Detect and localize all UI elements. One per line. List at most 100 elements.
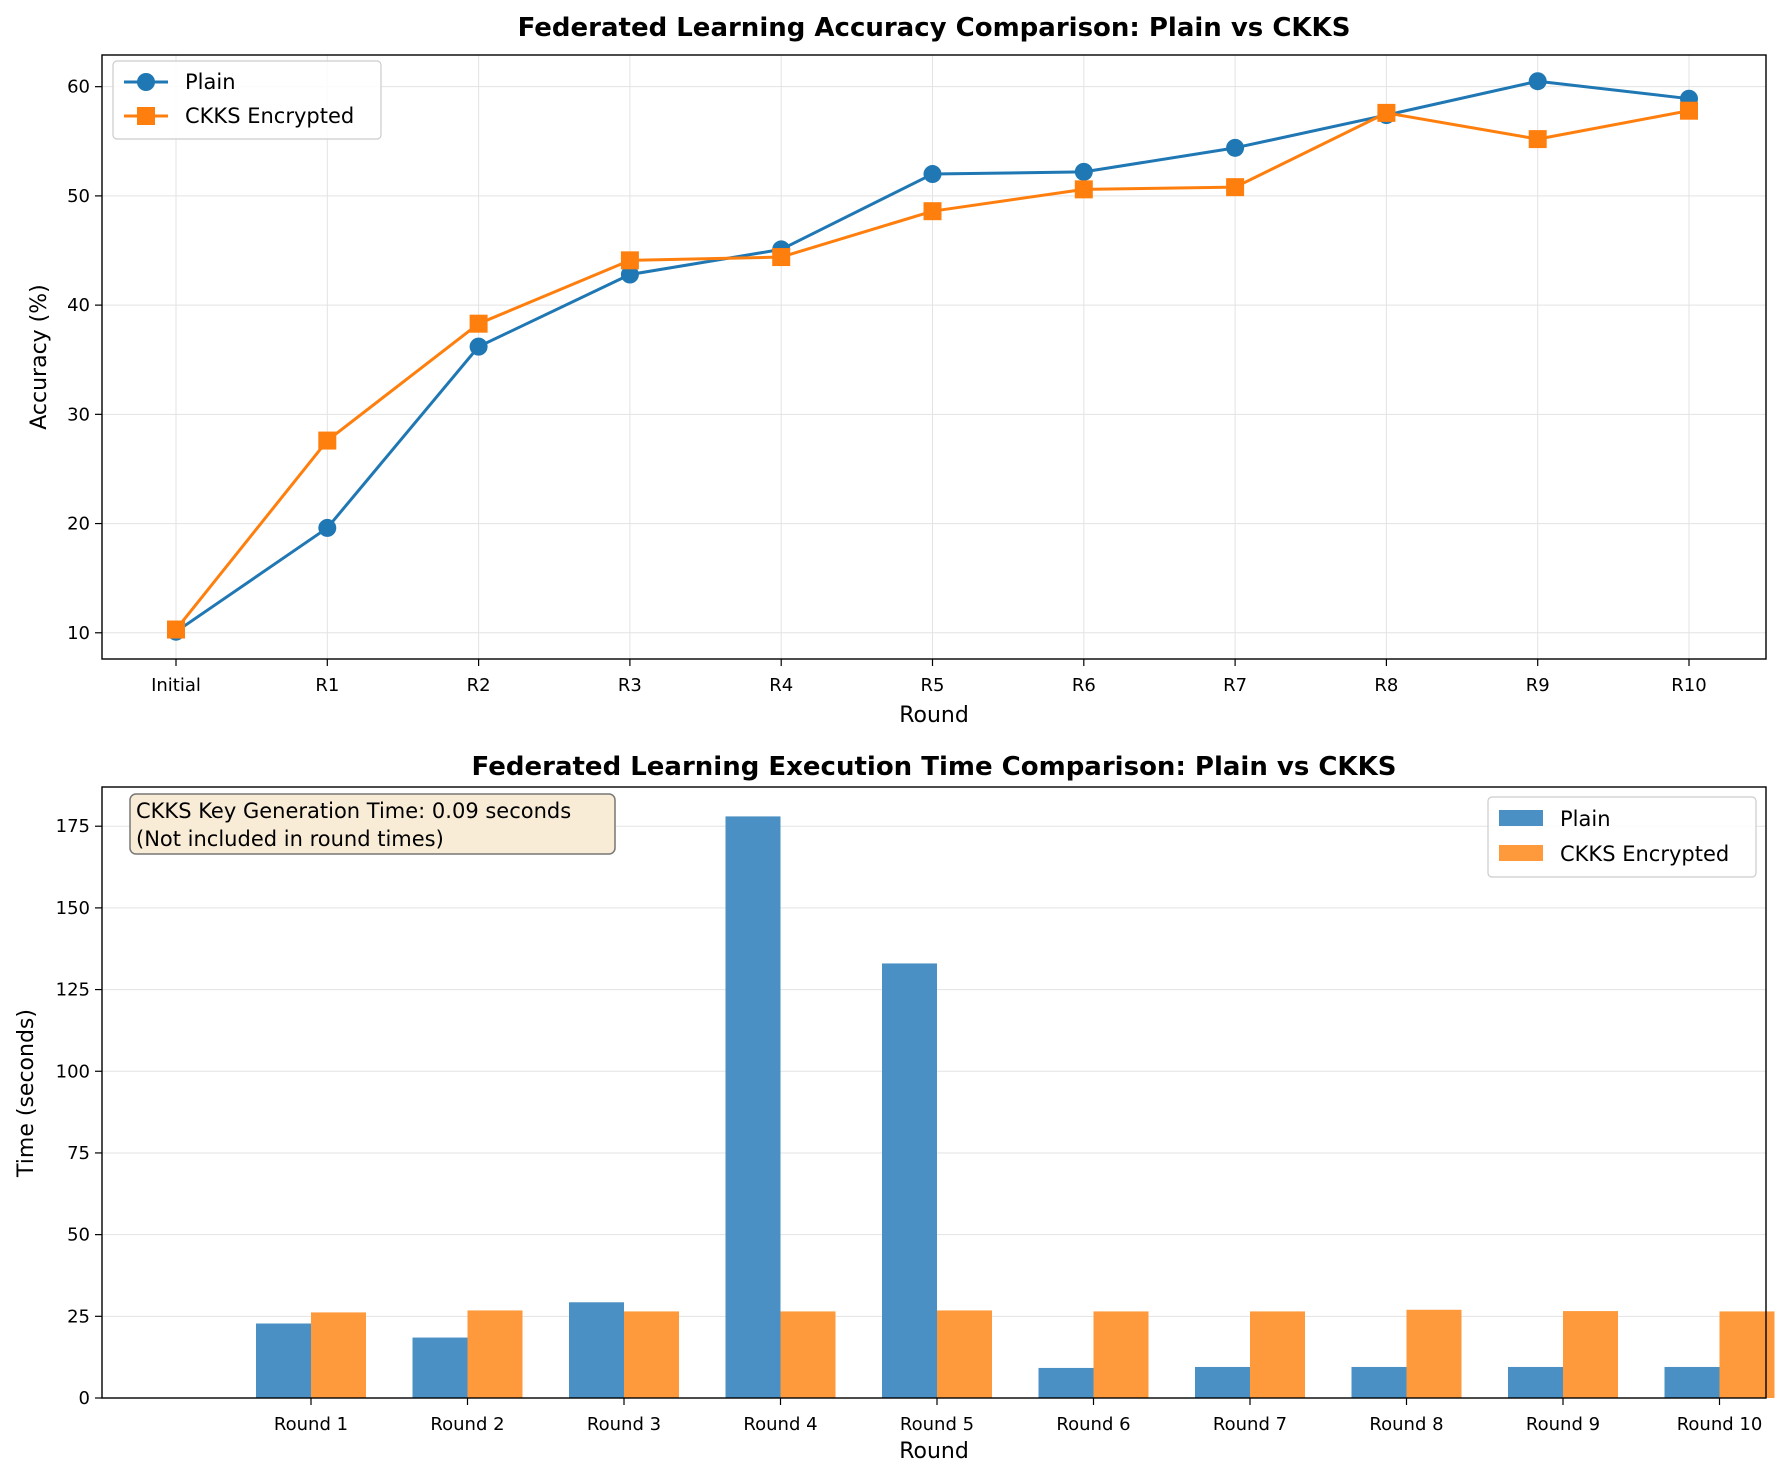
time-x-tick-label: Round 8 [1369, 1414, 1443, 1435]
ckks-accuracy-point [318, 431, 337, 450]
accuracy-y-tick-label: 30 [67, 404, 90, 425]
accuracy-x-tick-label: R10 [1671, 675, 1706, 696]
time-x-tick-label: Round 5 [900, 1414, 974, 1435]
plain-time-bar [1664, 1366, 1720, 1398]
time-x-tick-label: Round 6 [1056, 1414, 1130, 1435]
time-y-tick-label: 75 [67, 1143, 90, 1164]
plain-time-bar [412, 1337, 468, 1398]
legend-ckks-marker [137, 107, 155, 125]
legend-ckks-swatch [1499, 845, 1543, 861]
accuracy-x-ticks: Initial R1 R2 R3 R4 R5 R6 R7 R8 R9 R10 [151, 659, 1707, 696]
ckks-accuracy-point [1680, 101, 1698, 120]
key-generation-annotation: CKKS Key Generation Time: 0.09 seconds (… [129, 793, 616, 855]
plain-time-bar [569, 1302, 624, 1398]
ckks-time-bar [624, 1311, 679, 1398]
ckks-accuracy-point [772, 248, 791, 267]
ckks-accuracy-point [469, 314, 488, 333]
time-y-tick-label: 125 [56, 980, 90, 1001]
plain-accuracy-point [1528, 72, 1547, 91]
accuracy-x-tick-label: R7 [1223, 675, 1247, 696]
plain-accuracy-point [620, 265, 639, 284]
ckks-time-bar [467, 1310, 523, 1398]
plain-time-bar [1038, 1367, 1094, 1398]
legend-plain-swatch [1499, 810, 1543, 826]
execution-time-chart: Federated Learning Execution Time Compar… [14, 752, 1775, 1464]
time-x-tick-label: Round 10 [1677, 1414, 1763, 1435]
accuracy-plot-frame [101, 54, 1767, 660]
accuracy-y-ticks: 10 20 30 40 50 60 [67, 77, 102, 644]
plain-time-bar [1195, 1366, 1250, 1398]
time-bars [256, 816, 1775, 1398]
accuracy-legend: Plain CKKS Encrypted [112, 60, 382, 140]
time-legend-ckks-label: CKKS Encrypted [1560, 842, 1729, 866]
time-x-tick-label: Round 4 [743, 1414, 817, 1435]
ckks-accuracy-point [620, 251, 639, 270]
time-x-tick-label: Round 9 [1526, 1414, 1600, 1435]
time-x-axis-label: Round [899, 1439, 969, 1464]
ckks-accuracy-point [167, 620, 185, 639]
time-chart-title: Federated Learning Execution Time Compar… [472, 752, 1397, 782]
time-x-ticks: Round 1 Round 2 Round 3 Round 4 Round 5 Round… [274, 1398, 1762, 1435]
time-y-tick-label: 25 [67, 1306, 90, 1327]
time-legend-plain-label: Plain [1560, 807, 1611, 831]
time-y-axis-label: Time (seconds) [14, 1009, 39, 1178]
annotation-box [129, 793, 616, 855]
ckks-time-bar [1563, 1311, 1618, 1398]
accuracy-y-tick-label: 50 [67, 186, 90, 207]
ckks-time-bar [1093, 1311, 1149, 1398]
plain-accuracy-point [469, 337, 488, 356]
time-y-tick-label: 50 [67, 1225, 90, 1246]
plain-accuracy-point [1074, 162, 1093, 181]
accuracy-y-tick-label: 40 [67, 295, 90, 316]
accuracy-legend-box [112, 60, 382, 140]
ckks-accuracy-point [1528, 130, 1547, 149]
time-x-tick-label: Round 2 [430, 1414, 504, 1435]
accuracy-x-tick-label: R6 [1072, 675, 1096, 696]
time-y-tick-label: 175 [56, 816, 90, 837]
accuracy-x-tick-label: R2 [467, 675, 491, 696]
annotation-line-1: CKKS Key Generation Time: 0.09 seconds [136, 799, 571, 823]
time-x-tick-label: Round 7 [1213, 1414, 1287, 1435]
ckks-time-bar [311, 1312, 366, 1398]
time-plot-frame [101, 786, 1767, 1399]
time-y-ticks: 0 25 50 75 100 125 150 175 [56, 816, 102, 1409]
accuracy-grid [102, 55, 1766, 659]
ckks-accuracy-point [1377, 103, 1396, 122]
accuracy-x-tick-label: R4 [769, 675, 793, 696]
time-legend: Plain CKKS Encrypted [1487, 796, 1757, 878]
ckks-accuracy-point [1074, 180, 1093, 199]
legend-plain-marker [137, 73, 155, 91]
accuracy-y-tick-label: 10 [67, 623, 90, 644]
time-y-tick-label: 0 [79, 1388, 90, 1409]
time-x-tick-label: Round 3 [587, 1414, 661, 1435]
ckks-time-bar [1250, 1311, 1305, 1398]
accuracy-y-tick-label: 60 [67, 77, 90, 98]
ckks-accuracy-point [1226, 178, 1245, 197]
time-legend-box [1487, 796, 1757, 878]
time-x-tick-label: Round 1 [274, 1414, 348, 1435]
legend-plain-label: Plain [185, 70, 236, 94]
accuracy-x-tick-label: R5 [921, 675, 945, 696]
accuracy-y-axis-label: Accuracy (%) [27, 284, 52, 430]
accuracy-x-tick-label: Initial [151, 675, 201, 696]
plain-accuracy-point [318, 518, 337, 537]
accuracy-y-tick-label: 20 [67, 514, 90, 535]
plain-time-bar [882, 963, 937, 1398]
ckks-accuracy-point [923, 202, 942, 221]
accuracy-x-tick-label: R8 [1374, 675, 1398, 696]
plain-accuracy-point [1226, 138, 1245, 157]
plain-time-bar [1508, 1366, 1563, 1398]
plain-time-bar [1351, 1366, 1407, 1398]
accuracy-chart-title: Federated Learning Accuracy Comparison: … [518, 13, 1351, 43]
ckks-time-bar [780, 1311, 836, 1398]
plain-accuracy-point [923, 165, 942, 184]
plain-time-bar [256, 1323, 311, 1398]
accuracy-chart: Federated Learning Accuracy Comparison: … [27, 13, 1767, 728]
ckks-time-bar [937, 1310, 992, 1398]
accuracy-x-axis-label: Round [899, 703, 969, 728]
annotation-line-2: (Not included in round times) [136, 827, 444, 851]
accuracy-x-tick-label: R1 [315, 675, 339, 696]
time-y-tick-label: 100 [56, 1061, 90, 1082]
legend-ckks-label: CKKS Encrypted [185, 104, 354, 128]
